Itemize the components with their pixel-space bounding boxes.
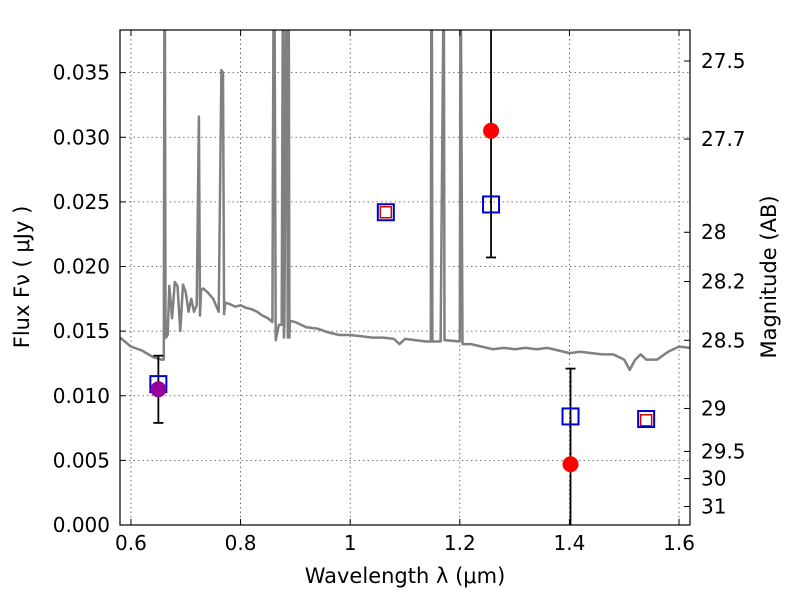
photometry-square xyxy=(637,410,656,429)
flux-point xyxy=(562,456,579,473)
flux-point xyxy=(150,381,167,398)
x-axis-title: Wavelength λ (μm) xyxy=(305,564,506,588)
mag-tick-label: 31 xyxy=(701,495,726,519)
mag-tick-label: 29.5 xyxy=(701,439,746,463)
plot-frame xyxy=(119,29,691,526)
photometry-square xyxy=(376,203,395,222)
x-tick-label: 1.4 xyxy=(554,531,586,555)
y-tick-label: 0.005 xyxy=(53,448,110,472)
x-tick-label: 1.2 xyxy=(444,531,476,555)
y-tick-label: 0.010 xyxy=(53,384,110,408)
y-tick-label: 0.025 xyxy=(53,190,110,214)
x-tick-label: 1.6 xyxy=(663,531,695,555)
y-axis-title: Flux Fν ( μJy ) xyxy=(10,206,34,349)
y2-axis-title: Magnitude (AB) xyxy=(757,195,781,358)
mag-tick-label: 28.5 xyxy=(701,328,746,352)
y-tick-label: 0.035 xyxy=(53,61,110,85)
tick-layer: 0.6 0.8 1 1.2 1.4 1.6 0.000 0.005 0.010 0.015 0.02… xyxy=(53,30,746,555)
spectrum-layer xyxy=(120,30,690,372)
photometry-square xyxy=(561,407,580,426)
y-tick-label: 0.020 xyxy=(53,255,110,279)
model-square xyxy=(639,414,653,427)
mag-tick-label: 27.7 xyxy=(701,127,746,151)
mag-tick-label: 30 xyxy=(701,467,726,491)
x-tick-label: 0.8 xyxy=(225,531,257,555)
model-square xyxy=(379,205,393,219)
mag-tick-label: 28.2 xyxy=(701,269,746,293)
x-tick-label: 0.6 xyxy=(115,531,147,555)
y-tick-label: 0.015 xyxy=(53,319,110,343)
mag-tick-label: 29 xyxy=(701,396,726,420)
mag-tick-label: 28 xyxy=(701,220,726,244)
marker-layer xyxy=(149,30,656,525)
x-tick-label: 1 xyxy=(344,531,357,555)
y-tick-label: 0.030 xyxy=(53,125,110,149)
spectrum-line xyxy=(120,30,690,372)
photometry-square xyxy=(482,195,501,214)
flux-point xyxy=(483,122,500,139)
mag-tick-label: 27.5 xyxy=(701,49,746,73)
grid-layer xyxy=(120,30,690,525)
y-tick-label: 0.000 xyxy=(53,513,110,537)
